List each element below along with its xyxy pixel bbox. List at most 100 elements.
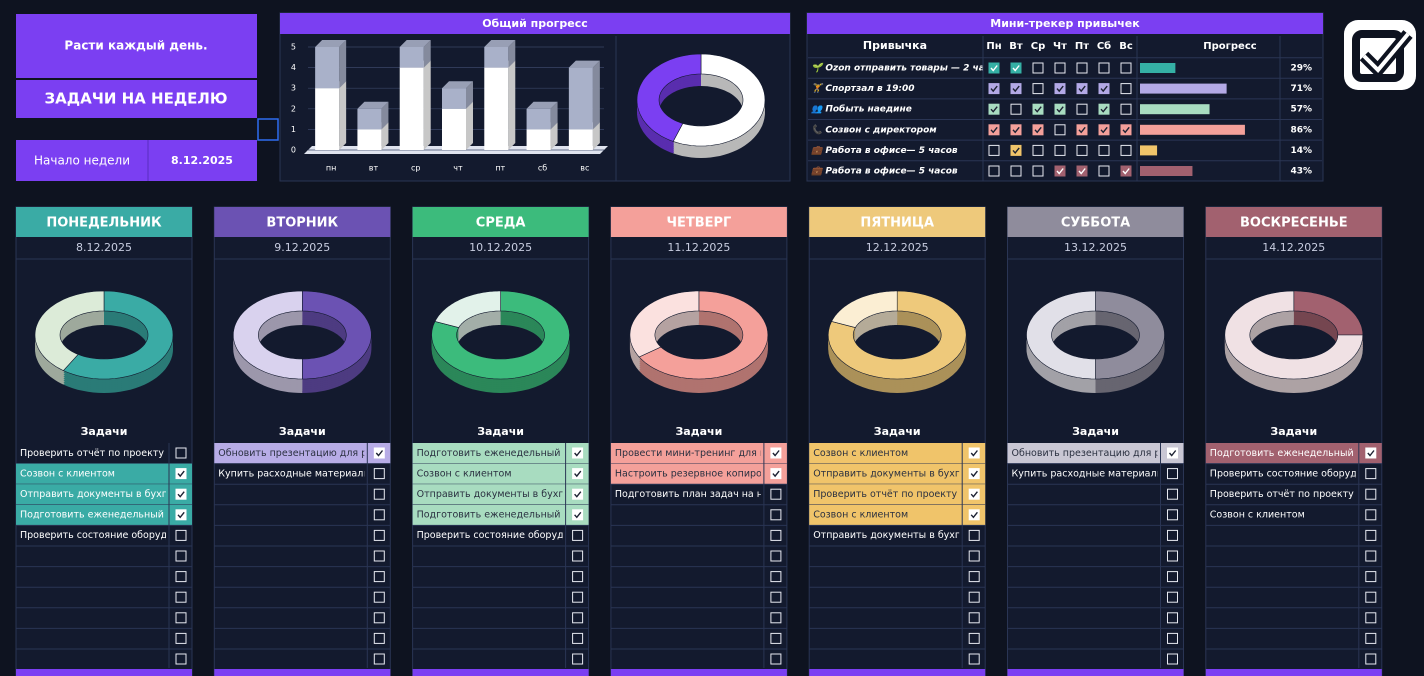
checkbox[interactable] (373, 488, 385, 500)
checkbox[interactable] (968, 653, 980, 665)
checkbox[interactable] (175, 632, 187, 644)
checkbox[interactable] (1365, 447, 1377, 459)
checkbox[interactable] (175, 488, 187, 500)
checkbox[interactable] (373, 509, 385, 521)
checkbox[interactable] (1365, 488, 1377, 500)
checkbox[interactable] (1076, 144, 1088, 156)
checkbox[interactable] (770, 653, 782, 665)
checkbox[interactable] (988, 62, 1000, 74)
checkbox[interactable] (1032, 144, 1044, 156)
checkbox[interactable] (1120, 165, 1132, 177)
checkbox[interactable] (770, 571, 782, 583)
checkbox[interactable] (175, 509, 187, 521)
checkbox[interactable] (572, 571, 584, 583)
checkbox[interactable] (1167, 550, 1178, 562)
checkbox[interactable] (1167, 488, 1178, 500)
checkbox[interactable] (770, 509, 782, 521)
checkbox[interactable] (770, 488, 782, 500)
checkbox[interactable] (1120, 103, 1132, 115)
checkbox[interactable] (175, 550, 187, 562)
checkbox[interactable] (988, 124, 1000, 136)
checkbox[interactable] (373, 612, 385, 624)
checkbox[interactable] (1098, 103, 1110, 115)
checkbox[interactable] (1054, 144, 1066, 156)
checkbox[interactable] (1076, 83, 1088, 95)
checkbox[interactable] (1032, 124, 1044, 136)
checkbox[interactable] (1365, 550, 1377, 562)
checkbox[interactable] (968, 591, 980, 603)
checkbox[interactable] (1167, 447, 1178, 459)
checkbox[interactable] (1098, 124, 1110, 136)
checkbox[interactable] (373, 447, 385, 459)
checkbox[interactable] (175, 591, 187, 603)
checkbox[interactable] (770, 529, 782, 541)
checkbox[interactable] (1365, 612, 1377, 624)
checkbox[interactable] (968, 529, 980, 541)
checkbox[interactable] (1076, 62, 1088, 74)
checkbox[interactable] (968, 509, 980, 521)
checkbox[interactable] (373, 591, 385, 603)
checkbox[interactable] (1120, 124, 1132, 136)
checkbox[interactable] (988, 144, 1000, 156)
checkbox[interactable] (373, 632, 385, 644)
checkbox[interactable] (1098, 144, 1110, 156)
checkbox[interactable] (968, 612, 980, 624)
checkbox[interactable] (175, 653, 187, 665)
checkbox[interactable] (1010, 83, 1022, 95)
selected-cell[interactable] (257, 118, 279, 141)
checkbox[interactable] (968, 632, 980, 644)
checkbox[interactable] (770, 550, 782, 562)
checkbox[interactable] (1365, 591, 1377, 603)
checkbox[interactable] (1054, 62, 1066, 74)
checkbox[interactable] (1120, 62, 1132, 74)
checkbox[interactable] (1167, 612, 1178, 624)
checkbox[interactable] (968, 468, 980, 480)
checkbox[interactable] (572, 653, 584, 665)
checkbox[interactable] (1365, 632, 1377, 644)
checkbox[interactable] (968, 488, 980, 500)
checkbox[interactable] (572, 488, 584, 500)
checkbox[interactable] (1167, 509, 1178, 521)
checkbox[interactable] (1076, 103, 1088, 115)
checkbox[interactable] (373, 571, 385, 583)
checkbox[interactable] (175, 447, 187, 459)
checkbox[interactable] (572, 529, 584, 541)
checkbox[interactable] (175, 571, 187, 583)
checkbox[interactable] (1010, 165, 1022, 177)
checkbox[interactable] (175, 468, 187, 480)
checkbox[interactable] (1076, 165, 1088, 177)
checkbox[interactable] (572, 591, 584, 603)
checkbox[interactable] (373, 653, 385, 665)
checkbox[interactable] (1054, 124, 1066, 136)
checkbox[interactable] (1010, 62, 1022, 74)
checkbox[interactable] (770, 468, 782, 480)
checkbox[interactable] (770, 447, 782, 459)
checkbox[interactable] (1120, 144, 1132, 156)
checkbox[interactable] (968, 571, 980, 583)
checkbox[interactable] (770, 612, 782, 624)
checkbox[interactable] (1032, 83, 1044, 95)
checkbox[interactable] (1167, 571, 1178, 583)
checkbox[interactable] (175, 529, 187, 541)
checkbox[interactable] (572, 468, 584, 480)
checkbox[interactable] (1054, 103, 1066, 115)
checkbox[interactable] (572, 612, 584, 624)
checkbox[interactable] (1365, 571, 1377, 583)
checkbox[interactable] (373, 529, 385, 541)
checkbox[interactable] (1365, 468, 1377, 480)
checkbox[interactable] (1167, 591, 1178, 603)
checkbox[interactable] (1010, 124, 1022, 136)
checkbox[interactable] (968, 550, 980, 562)
checkbox[interactable] (1032, 165, 1044, 177)
checkbox[interactable] (1076, 124, 1088, 136)
checkbox[interactable] (572, 550, 584, 562)
checkbox[interactable] (1010, 103, 1022, 115)
checkbox[interactable] (1167, 653, 1178, 665)
checkbox[interactable] (1120, 83, 1132, 95)
checkbox[interactable] (373, 468, 385, 480)
checkbox[interactable] (1054, 83, 1066, 95)
checkbox[interactable] (1054, 165, 1066, 177)
checkbox[interactable] (175, 612, 187, 624)
checkbox[interactable] (1365, 529, 1377, 541)
checkbox[interactable] (770, 632, 782, 644)
